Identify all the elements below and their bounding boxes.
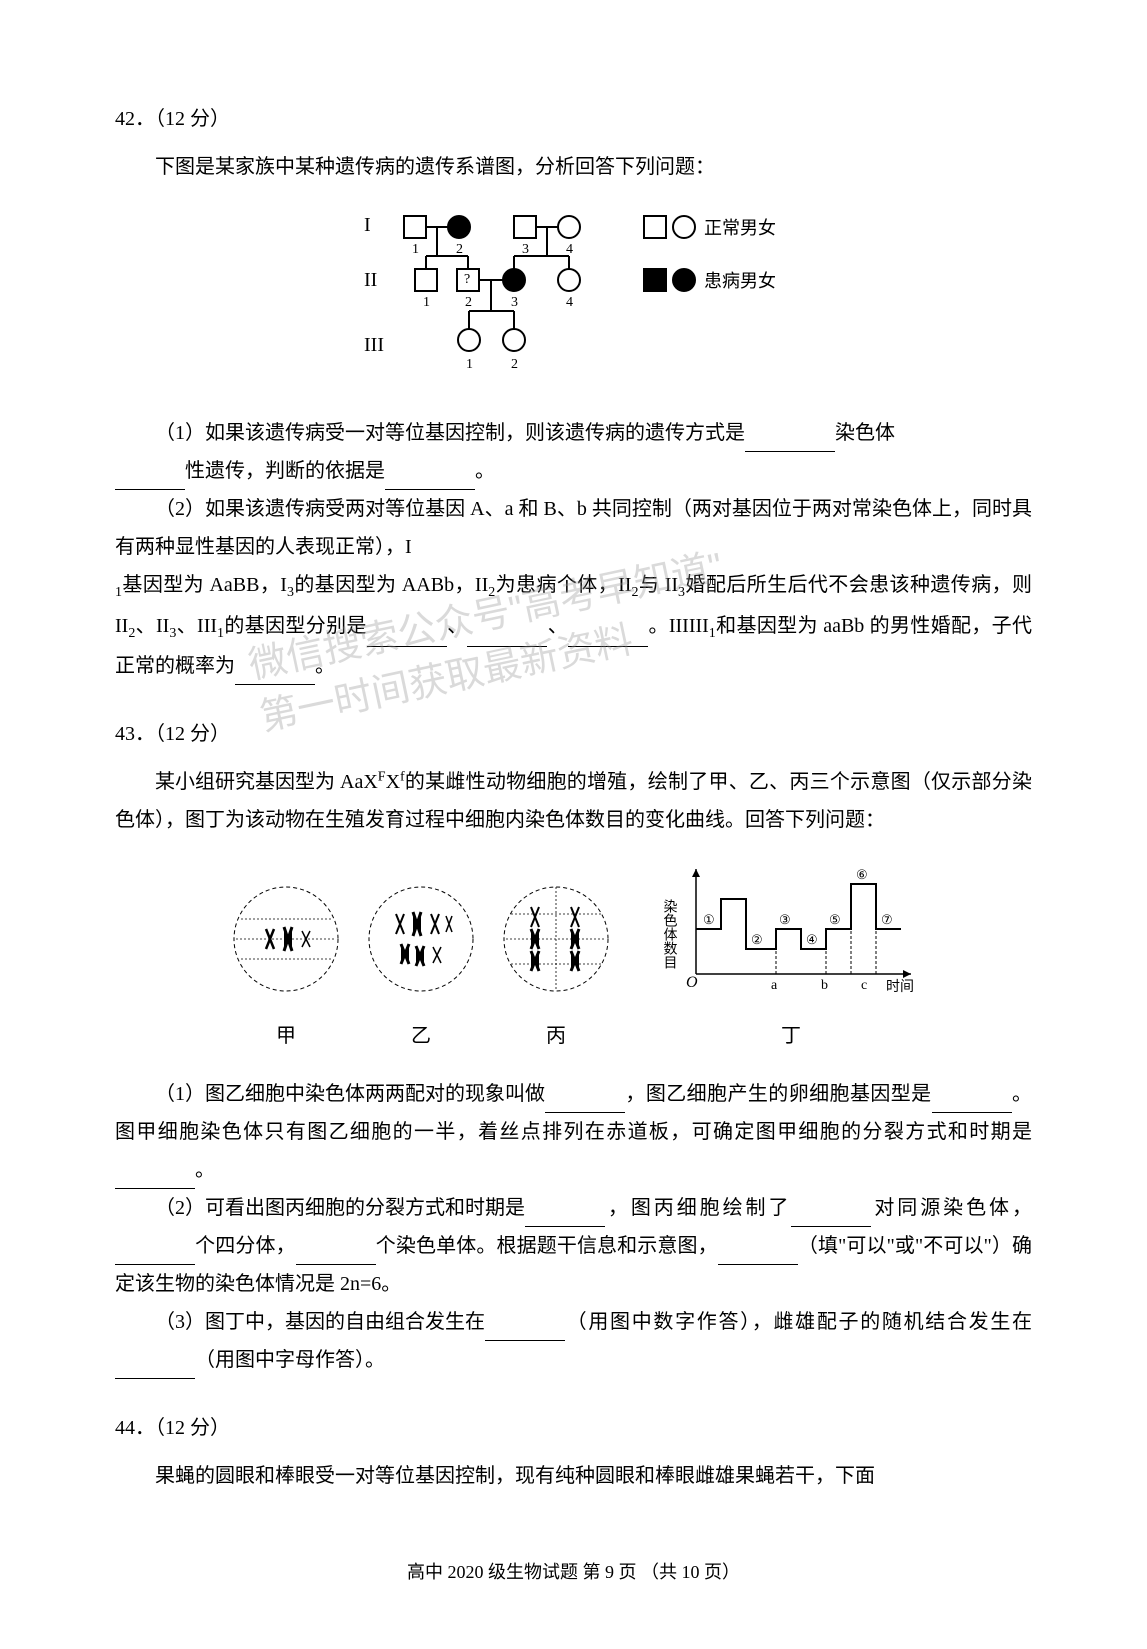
svg-text:患病男女: 患病男女 — [704, 271, 776, 291]
svg-text:⑤: ⑤ — [829, 912, 841, 927]
q43-part3: （3）图丁中，基因的自由组合发生在（用图中数字作答），雌雄配子的随机结合发生在（… — [115, 1303, 1032, 1379]
svg-text:2: 2 — [511, 357, 518, 372]
svg-text:3: 3 — [522, 242, 529, 257]
question-44: 44．（12 分） 果蝇的圆眼和棒眼受一对等位基因控制，现有纯种圆眼和棒眼雌雄果… — [115, 1409, 1032, 1495]
svg-text:⑥: ⑥ — [856, 867, 868, 882]
svg-text:⑦: ⑦ — [881, 912, 893, 927]
svg-text:③: ③ — [779, 912, 791, 927]
svg-text:4: 4 — [566, 242, 573, 257]
svg-text:a: a — [771, 978, 778, 993]
q44-intro: 果蝇的圆眼和棒眼受一对等位基因控制，现有纯种圆眼和棒眼雌雄果蝇若干，下面 — [115, 1457, 1032, 1495]
svg-text:④: ④ — [806, 932, 818, 947]
svg-text:1: 1 — [466, 357, 473, 372]
page-footer: 高中 2020 级生物试题 第 9 页 （共 10 页） — [115, 1555, 1032, 1589]
svg-text:4: 4 — [566, 295, 573, 310]
svg-text:正常男女: 正常男女 — [704, 218, 776, 238]
q43-header: 43．（12 分） — [115, 715, 1032, 753]
q43-intro: 某小组研究基因型为 AaXFXf的某雌性动物细胞的增殖，绘制了甲、乙、丙三个示意… — [115, 763, 1032, 839]
svg-text:2: 2 — [456, 242, 463, 257]
gen-label-1: I — [364, 214, 371, 236]
question-42: 42．（12 分） 下图是某家族中某种遗传病的遗传系谱图，分析回答下列问题： I… — [115, 100, 1032, 685]
question-43: 43．（12 分） 某小组研究基因型为 AaXFXf的某雌性动物细胞的增殖，绘制… — [115, 715, 1032, 1379]
pedigree-diagram: I II III 1 2 3 4 正常男女 — [115, 201, 1032, 394]
gen-label-3: III — [364, 334, 384, 356]
svg-text:②: ② — [751, 932, 763, 947]
q42-intro: 下图是某家族中某种遗传病的遗传系谱图，分析回答下列问题： — [115, 148, 1032, 186]
q43-part1: （1）图乙细胞中染色体两两配对的现象叫做，图乙细胞产生的卵细胞基因型是。图甲细胞… — [115, 1075, 1032, 1189]
svg-text:1: 1 — [423, 295, 430, 310]
svg-text:时间: 时间 — [886, 979, 914, 995]
q42-header: 42．（12 分） — [115, 100, 1032, 138]
svg-text:O: O — [686, 974, 698, 991]
svg-text:?: ? — [464, 272, 470, 287]
cells-diagram: 甲 乙 — [115, 859, 1032, 1055]
svg-text:2: 2 — [465, 295, 472, 310]
q43-part2: （2）可看出图丙细胞的分裂方式和时期是，图丙细胞绘制了对同源染色体，个四分体，个… — [115, 1189, 1032, 1303]
svg-text:1: 1 — [412, 242, 419, 257]
svg-text:①: ① — [703, 912, 715, 927]
svg-text:3: 3 — [511, 295, 518, 310]
q42-part2: （2）如果该遗传病受两对等位基因 A、a 和 B、b 共同控制（两对基因位于两对… — [115, 490, 1032, 685]
q44-header: 44．（12 分） — [115, 1409, 1032, 1447]
svg-text:c: c — [861, 978, 867, 993]
svg-text:b: b — [821, 978, 828, 993]
gen-label-2: II — [364, 269, 377, 291]
svg-text:染色体数目: 染色体数目 — [662, 899, 678, 969]
q42-part1: （1）如果该遗传病受一对等位基因控制，则该遗传病的遗传方式是染色体 性遗传，判断… — [115, 414, 1032, 490]
